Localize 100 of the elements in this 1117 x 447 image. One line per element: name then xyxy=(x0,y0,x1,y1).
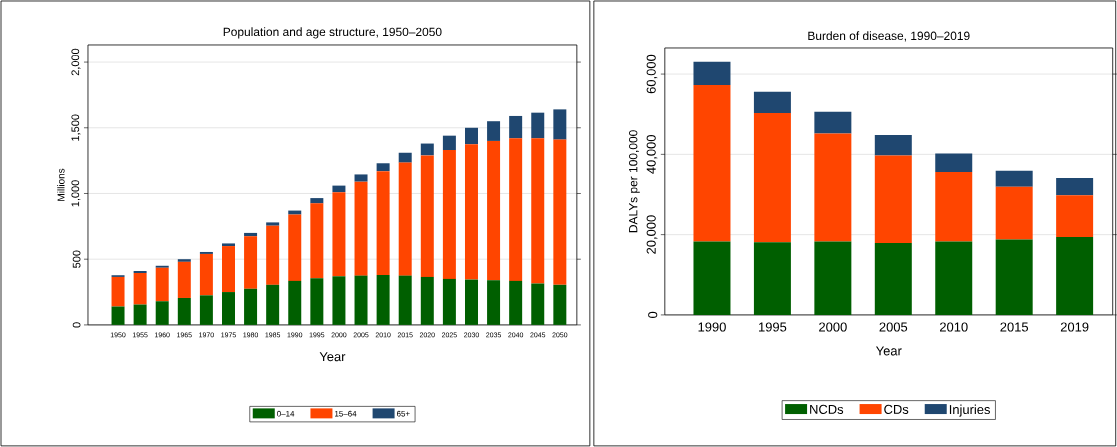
bar xyxy=(814,133,852,242)
bar xyxy=(177,298,191,325)
bar xyxy=(221,246,235,293)
x-tick-label: 2010 xyxy=(940,322,968,332)
bar xyxy=(464,127,478,145)
bar xyxy=(531,112,545,139)
bar xyxy=(332,276,346,325)
x-tick-label: 2000 xyxy=(819,322,847,332)
y-tick-label: 40,000 xyxy=(646,135,658,174)
y-tick-label: 0 xyxy=(648,311,658,319)
bar xyxy=(266,222,280,226)
bar xyxy=(874,135,912,156)
bar xyxy=(332,192,346,277)
bar xyxy=(420,155,434,277)
bar xyxy=(995,170,1033,187)
bar xyxy=(464,144,478,280)
bar xyxy=(995,186,1033,240)
x-axis-title: Year xyxy=(319,352,346,362)
bar xyxy=(1056,195,1094,238)
bar xyxy=(288,280,302,325)
bar xyxy=(1056,237,1094,315)
bar xyxy=(376,163,390,172)
x-tick-label: 2019 xyxy=(1060,322,1089,332)
bar xyxy=(753,242,791,315)
bar xyxy=(266,225,280,285)
bar xyxy=(177,261,191,299)
bar xyxy=(111,306,125,325)
bar xyxy=(398,275,412,325)
y-tick-label: 500 xyxy=(72,250,81,268)
bar xyxy=(1056,178,1094,196)
bar xyxy=(509,116,523,139)
x-tick-label: 1995 xyxy=(759,322,787,332)
y-tick-label: 1,000 xyxy=(71,180,81,207)
y-axis-title: DALYs per 100,000 xyxy=(628,130,640,233)
bar xyxy=(354,174,368,182)
y-tick-label: 60,000 xyxy=(646,54,658,94)
bar xyxy=(288,210,302,215)
bar xyxy=(420,277,434,325)
bar xyxy=(199,295,213,325)
bar xyxy=(244,236,258,289)
bar xyxy=(693,241,731,315)
bar xyxy=(487,280,501,325)
y-tick-label: 2,000 xyxy=(71,48,81,76)
bar xyxy=(442,150,456,279)
bar xyxy=(935,153,973,173)
bar xyxy=(420,143,434,156)
legend-label: NCDs xyxy=(810,404,844,415)
bar xyxy=(531,138,545,284)
bar xyxy=(310,203,324,279)
bar xyxy=(874,155,912,244)
bar xyxy=(111,277,125,307)
bar xyxy=(354,181,368,276)
y-tick-label: 20,000 xyxy=(646,215,658,254)
bar xyxy=(874,243,912,315)
bar xyxy=(155,301,169,325)
bar xyxy=(509,138,523,281)
x-axis-title: Year xyxy=(875,346,902,356)
bar xyxy=(133,304,147,325)
bar xyxy=(935,172,973,242)
bar xyxy=(221,243,235,247)
x-tick-label: 1990 xyxy=(698,322,726,332)
y-tick-label: 0 xyxy=(72,322,81,328)
bar xyxy=(814,111,852,134)
bar xyxy=(753,91,791,114)
bar xyxy=(266,284,280,325)
bar xyxy=(487,140,501,281)
bar xyxy=(553,139,567,285)
bar xyxy=(332,185,346,193)
bar xyxy=(995,239,1033,315)
bar xyxy=(199,254,213,296)
bar xyxy=(442,135,456,151)
chart-title: Population and age structure, 1950–2050 xyxy=(223,27,442,39)
bar xyxy=(310,198,324,204)
bar xyxy=(310,278,324,325)
bar xyxy=(376,275,390,325)
bar xyxy=(221,292,235,325)
y-tick-label: 1,500 xyxy=(71,114,81,141)
bar xyxy=(464,279,478,325)
x-tick-label: 2015 xyxy=(1000,322,1029,332)
bar xyxy=(244,232,258,237)
bar xyxy=(553,284,567,325)
bar xyxy=(693,84,731,242)
bar xyxy=(442,278,456,325)
bar xyxy=(177,259,191,262)
bar xyxy=(753,113,791,243)
legend-label: CDs xyxy=(884,404,909,415)
bar xyxy=(398,162,412,276)
bar xyxy=(814,241,852,315)
bar xyxy=(155,267,169,302)
x-tick-label: 2005 xyxy=(879,322,908,332)
chart-title: Burden of disease, 1990–2019 xyxy=(808,31,970,42)
bar xyxy=(531,283,545,325)
bar xyxy=(133,273,147,305)
legend-label: Injuries xyxy=(949,404,990,417)
bar xyxy=(935,241,973,315)
bar xyxy=(487,121,501,141)
bar xyxy=(509,280,523,325)
y-axis-title: Millions xyxy=(57,168,65,201)
bar xyxy=(398,152,412,163)
bar xyxy=(288,214,302,281)
